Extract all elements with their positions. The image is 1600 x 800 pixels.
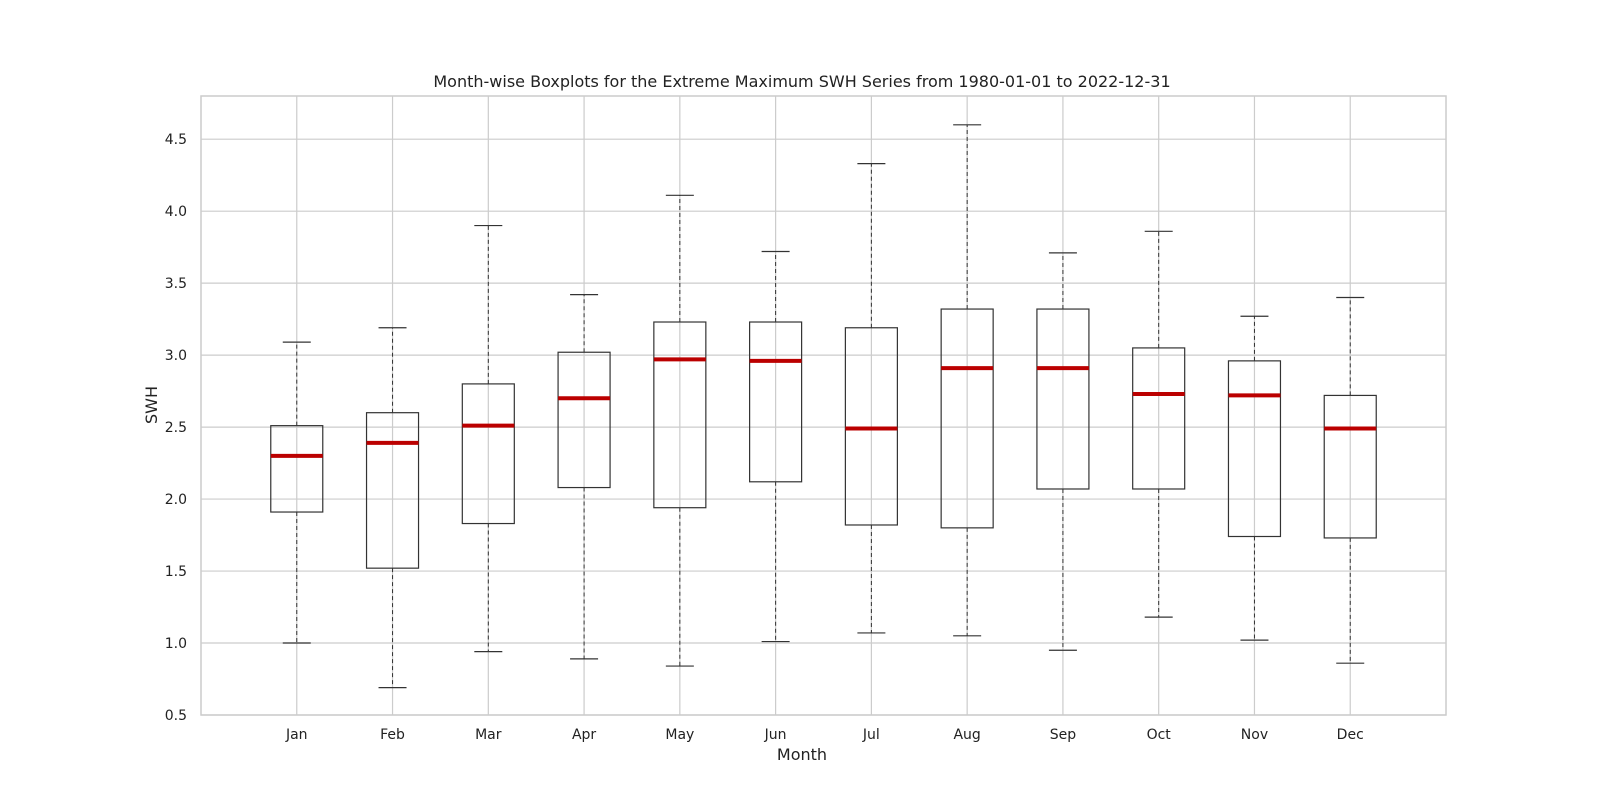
box-may — [653, 194, 707, 667]
y-tick-label: 2.5 — [165, 420, 187, 436]
iqr-box — [749, 321, 803, 483]
box-jul — [844, 163, 898, 634]
box-jun — [749, 250, 803, 643]
box-aug — [940, 124, 994, 637]
box-oct — [1132, 230, 1186, 618]
x-tick-label: Jan — [285, 727, 308, 743]
iqr-box — [844, 327, 898, 526]
y-tick-label: 2.0 — [165, 492, 187, 508]
x-tick-label: Mar — [475, 727, 502, 743]
box-apr — [557, 294, 611, 660]
box-feb — [365, 327, 420, 689]
iqr-box — [1036, 308, 1090, 490]
iqr-box — [365, 412, 420, 569]
box-mar — [461, 224, 515, 653]
iqr-box — [557, 351, 611, 489]
x-tick-label: Sep — [1050, 727, 1077, 743]
iqr-box — [1132, 347, 1186, 490]
box-jan — [270, 341, 324, 644]
y-tick-label: 4.5 — [165, 132, 187, 148]
plot-frame — [200, 95, 1447, 716]
x-tick-label: Oct — [1147, 727, 1172, 743]
box-dec — [1323, 296, 1377, 664]
x-tick-labels: Jan Feb Mar Apr May Jun Jul Aug Sep Oct Nov Dec — [285, 727, 1364, 743]
x-tick-label: May — [665, 727, 694, 743]
grid-lines — [201, 96, 1446, 716]
y-tick-label: 4.0 — [165, 204, 187, 220]
iqr-box — [270, 425, 324, 513]
x-tick-label: Feb — [380, 727, 405, 743]
x-tick-label: Jun — [764, 727, 787, 743]
chart-title: Month-wise Boxplots for the Extreme Maxi… — [433, 72, 1170, 91]
y-tick-label: 0.5 — [165, 708, 187, 724]
iqr-box — [653, 321, 707, 509]
iqr-box — [1227, 360, 1282, 538]
y-tick-label: 1.0 — [165, 636, 187, 652]
box-nov — [1227, 315, 1282, 641]
iqr-box — [1323, 394, 1377, 539]
y-tick-labels: 0.5 1.0 1.5 2.0 2.5 3.0 3.5 4.0 4.5 — [165, 132, 187, 724]
boxes — [270, 124, 1377, 689]
box-sep — [1036, 252, 1090, 651]
y-tick-label: 3.5 — [165, 276, 187, 292]
x-axis-label: Month — [777, 745, 827, 764]
y-tick-label: 1.5 — [165, 564, 187, 580]
x-tick-label: Aug — [953, 727, 980, 743]
x-tick-label: Dec — [1337, 727, 1364, 743]
x-tick-label: Apr — [572, 727, 596, 743]
y-tick-label: 3.0 — [165, 348, 187, 364]
y-axis-label: SWH — [142, 386, 161, 424]
iqr-box — [940, 308, 994, 529]
x-tick-label: Nov — [1241, 727, 1268, 743]
iqr-box — [461, 383, 515, 525]
x-tick-label: Jul — [862, 727, 880, 743]
